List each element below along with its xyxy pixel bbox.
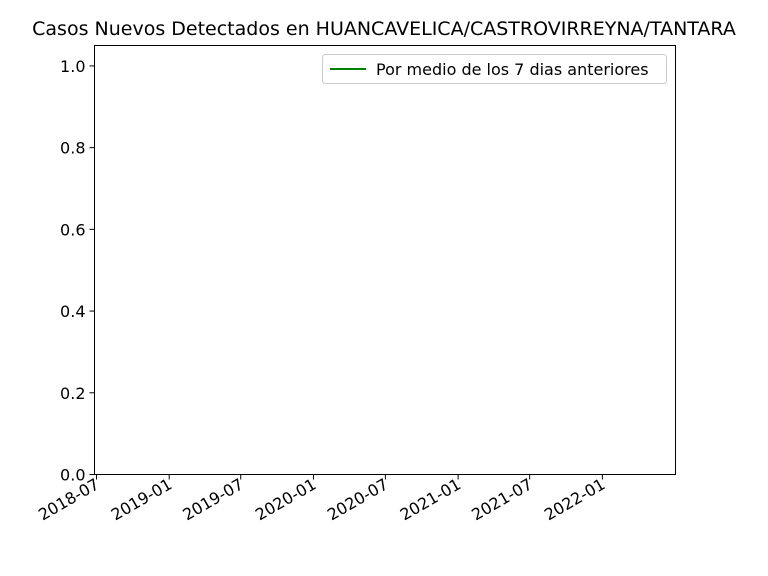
x-tick-label: 2021-01 <box>397 475 464 525</box>
x-axis: 2018-07 2019-01 2019-07 2020-01 2020-07 2021-… <box>35 474 608 525</box>
y-tick-label: 0.6 <box>60 220 85 239</box>
chart-title: Casos Nuevos Detectados en HUANCAVELICA/… <box>32 18 736 40</box>
y-tick-label: 0.0 <box>60 466 85 485</box>
x-tick-label: 2020-01 <box>252 475 319 525</box>
y-tick-label: 1.0 <box>60 57 85 76</box>
legend: Por medio de los 7 dias anteriores <box>322 54 667 84</box>
x-tick-label: 2019-07 <box>179 475 246 525</box>
x-tick-label: 2019-01 <box>108 475 175 525</box>
x-tick-label: 2021-07 <box>468 475 535 525</box>
y-tick-label: 0.2 <box>60 384 85 403</box>
plot-area <box>94 45 676 475</box>
legend-label: Por medio de los 7 dias anteriores <box>376 60 649 79</box>
y-axis: 0.0 0.2 0.4 0.6 0.8 1.0 <box>60 57 95 485</box>
x-tick-label: 2022-01 <box>541 475 608 525</box>
x-tick-label: 2020-07 <box>324 475 391 525</box>
legend-box <box>322 54 667 84</box>
y-tick-label: 0.4 <box>60 302 85 321</box>
y-tick-label: 0.8 <box>60 139 85 158</box>
